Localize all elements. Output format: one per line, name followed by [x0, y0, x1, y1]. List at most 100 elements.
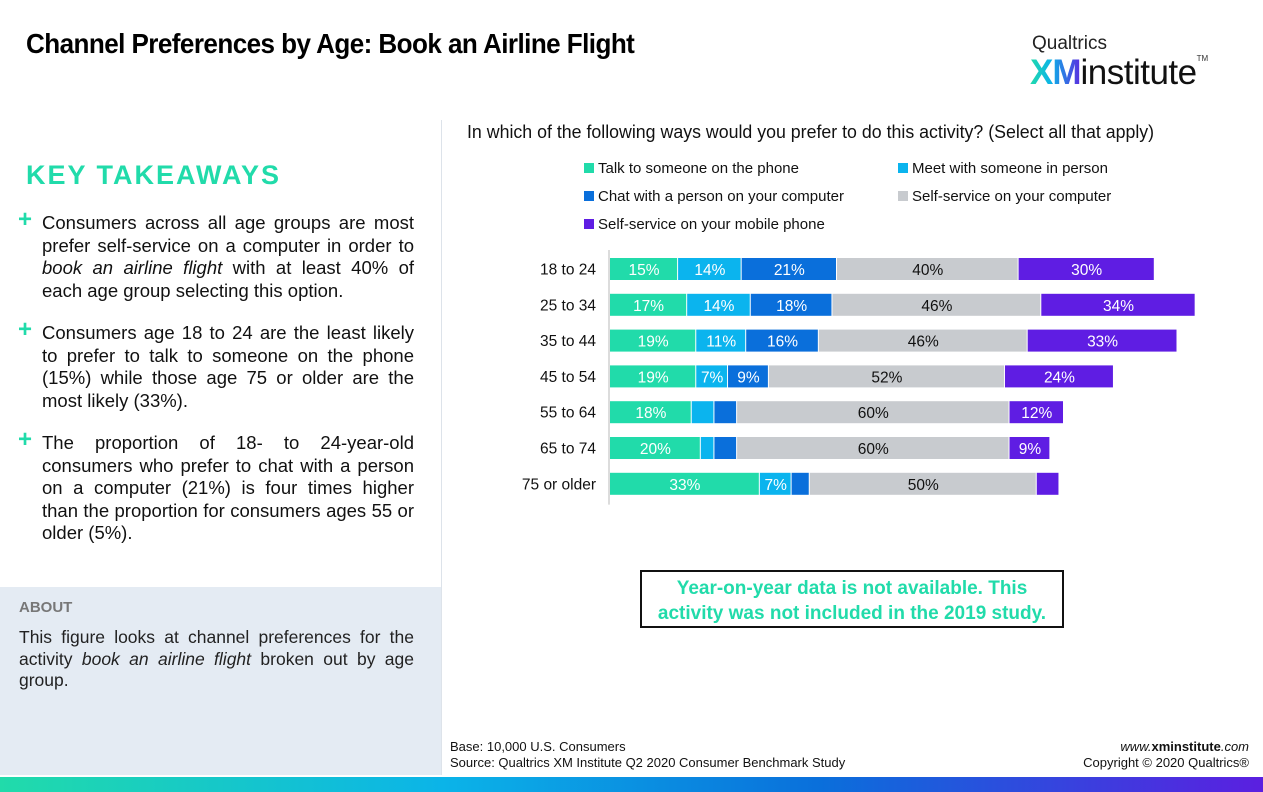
data-label: 40%: [912, 262, 943, 279]
bar-segment: [1041, 293, 1195, 316]
data-label: 12%: [1021, 405, 1052, 422]
logo-institute-text: institute: [1080, 53, 1198, 92]
plus-icon: +: [18, 206, 33, 233]
bar-segment: [714, 401, 737, 424]
data-label: 52%: [871, 369, 902, 386]
footer-source: Base: 10,000 U.S. Consumers Source: Qual…: [450, 739, 845, 771]
bar-segment: [768, 365, 1004, 388]
chart-question: In which of the following ways would you…: [467, 121, 1155, 142]
source-text: Source: Qualtrics XM Institute Q2 2020 C…: [450, 755, 846, 770]
yoy-note-line: Year-on-year data is not available. This: [676, 578, 1028, 599]
bar-segment: [750, 293, 832, 316]
category-label: 75 or older: [522, 476, 596, 493]
data-label: 7%: [701, 369, 724, 386]
data-label: 18%: [635, 405, 666, 422]
legend-item-self-service-mobile: Self-service on your mobile phone: [584, 216, 825, 233]
bar-segment: [610, 258, 678, 280]
data-label: 14%: [694, 262, 725, 279]
about-text-part: This figure looks at channel preferences…: [19, 627, 414, 669]
data-label: 7%: [765, 477, 788, 494]
base-text: Base: 10,000 U.S. Consumers: [450, 739, 626, 754]
data-label: 24%: [1044, 369, 1075, 386]
bar-segment: [746, 329, 818, 352]
data-label: 15%: [629, 262, 660, 279]
xm-institute-logo: Qualtrics XMinstituteTM: [1030, 34, 1208, 92]
about-text-part: broken out by age group.: [19, 648, 415, 691]
legend-label: Meet with someone in person: [912, 160, 1108, 177]
copyright-text: Copyright © 2020 Qualtrics®: [1083, 755, 1249, 770]
website-link[interactable]: www.xminstitute.com: [1083, 739, 1249, 755]
url-part: www.: [1120, 739, 1152, 754]
legend-swatch: [898, 163, 908, 173]
bar-segment: [714, 437, 737, 459]
data-label: 17%: [633, 298, 664, 315]
url-part: xminstitute: [1151, 739, 1221, 754]
takeaway-item: + Consumers across all age groups are mo…: [18, 206, 414, 302]
legend-label: Chat with a person on your computer: [598, 188, 844, 205]
bar-segment: [610, 472, 759, 495]
data-label: 33%: [1087, 334, 1118, 351]
data-label: 19%: [638, 369, 669, 386]
bar-segment: [818, 329, 1027, 352]
takeaway-text: Consumers age 18 to 24 are the least lik…: [42, 322, 414, 411]
takeaway-text: Consumers across all age groups are most…: [42, 212, 414, 256]
bar-segment: [610, 365, 696, 388]
bar-segment: [728, 365, 768, 388]
data-label: 20%: [640, 441, 671, 458]
takeaway-text: with at least 40% of each age group sele…: [42, 257, 414, 301]
data-label: 9%: [1019, 441, 1042, 458]
yoy-note-line: activity was not included in the 2019 st…: [657, 603, 1047, 624]
takeaway-item: + The proportion of 18- to 24-year-old c…: [18, 426, 414, 545]
category-label: 45 to 54: [540, 369, 596, 386]
data-label: 60%: [858, 405, 889, 422]
logo-qualtrics-text: Qualtrics: [1032, 33, 1107, 54]
plus-icon: +: [18, 426, 33, 453]
data-label: 30%: [1071, 262, 1102, 279]
about-emphasis: book an airline flight: [81, 648, 252, 669]
bar-segment: [687, 293, 750, 316]
bar-segment: [610, 293, 687, 316]
data-label: 14%: [703, 298, 734, 315]
legend-item-in-person: Meet with someone in person: [898, 160, 1108, 177]
data-label: 11%: [706, 334, 736, 351]
yoy-note-box: Year-on-year data is not available. This…: [640, 570, 1064, 628]
category-label: 18 to 24: [540, 262, 596, 279]
legend-swatch: [584, 191, 594, 201]
gradient-footer-bar: [0, 777, 1263, 792]
bar-segment: [678, 258, 741, 280]
bar-segment: [1036, 472, 1059, 495]
bar-segment: [1018, 258, 1154, 280]
bar-segment: [610, 329, 696, 352]
data-label: 34%: [1103, 298, 1134, 315]
logo-xm-text: XM: [1030, 53, 1081, 92]
bar-segment: [1027, 329, 1177, 352]
legend-item-chat: Chat with a person on your computer: [584, 188, 844, 205]
data-label: 46%: [908, 334, 939, 351]
bar-segment: [1009, 401, 1063, 424]
legend-item-self-service-computer: Self-service on your computer: [898, 188, 1111, 205]
about-panel: ABOUT This figure looks at channel prefe…: [0, 587, 441, 775]
key-takeaways-heading: KEY TAKEAWAYS: [26, 160, 282, 190]
bar-segment: [832, 293, 1041, 316]
legend-swatch: [584, 219, 594, 229]
takeaway-text: The proportion of 18- to 24-year-old con…: [42, 432, 414, 543]
bar-segment: [696, 329, 746, 352]
panel-divider: [441, 120, 442, 775]
category-label: 65 to 74: [540, 441, 596, 458]
legend-swatch: [584, 163, 594, 173]
bar-segment: [1004, 365, 1113, 388]
bar-segment: [737, 401, 1009, 424]
takeaways-list: + Consumers across all age groups are mo…: [18, 206, 414, 565]
data-label: 46%: [921, 298, 952, 315]
footer-rights: www.xminstitute.com Copyright © 2020 Qua…: [1083, 739, 1249, 771]
bar-segment: [700, 437, 714, 459]
takeaway-emphasis: book an airline flight: [42, 257, 223, 278]
data-label: 60%: [858, 441, 889, 458]
about-text: This figure looks at channel preferences…: [19, 627, 414, 692]
bar-segment: [610, 437, 700, 459]
data-label: 50%: [908, 477, 939, 494]
takeaway-item: + Consumers age 18 to 24 are the least l…: [18, 318, 414, 412]
category-label: 55 to 64: [540, 405, 596, 422]
data-label: 16%: [767, 334, 798, 351]
data-label: 19%: [638, 334, 669, 351]
